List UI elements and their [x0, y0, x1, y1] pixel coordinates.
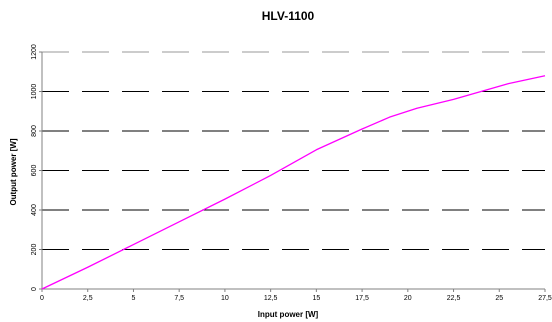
x-tick-label: 17,5	[355, 295, 369, 302]
y-tick-label: 1000	[31, 84, 38, 100]
x-tick-label: 20	[404, 295, 412, 302]
series-layer	[41, 75, 546, 290]
y-tick-label: 0	[31, 287, 38, 291]
x-axis-ticks: 0 2,5 5 7,5 10 12,5 15 17,5 20 22,5 25 27,5	[40, 289, 552, 302]
x-tick-label: 25	[495, 295, 503, 302]
x-tick-label: 2,5	[83, 295, 93, 302]
y-tick-label: 800	[31, 125, 38, 137]
x-tick-label: 22,5	[447, 295, 461, 302]
chart-title: HLV-1100	[262, 9, 315, 23]
x-tick-label: 10	[221, 295, 229, 302]
y-tick-label: 1200	[31, 44, 38, 60]
x-tick-label: 5	[132, 295, 136, 302]
y-tick-label: 400	[31, 204, 38, 216]
y-tick-label: 600	[31, 165, 38, 177]
x-tick-label: 15	[312, 295, 320, 302]
x-tick-label: 27,5	[538, 295, 552, 302]
gridlines	[42, 51, 545, 250]
y-tick-label: 200	[31, 244, 38, 256]
x-tick-label: 7,5	[174, 295, 184, 302]
x-tick-label: 12,5	[264, 295, 278, 302]
x-axis-title: Input power [W]	[258, 310, 319, 319]
y-axis-title: Output power [W]	[9, 138, 18, 205]
x-tick-label: 0	[40, 295, 44, 302]
series-line-0	[41, 75, 546, 290]
y-axis-ticks: 0 200 400 600 800 1000 1200	[31, 44, 42, 291]
